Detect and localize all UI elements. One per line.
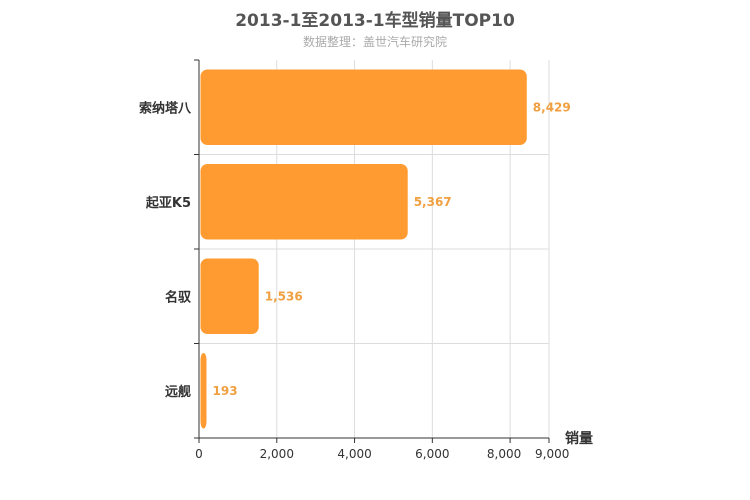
category-label: 起亚K5 (145, 195, 191, 211)
data-label: 193 (213, 384, 238, 398)
data-label: 1,536 (265, 289, 303, 303)
data-label: 8,429 (533, 100, 571, 114)
x-tick-label: 2,000 (260, 447, 294, 461)
bar (200, 163, 408, 240)
category-label: 索纳塔八 (139, 100, 192, 116)
x-axis-title: 销量 (565, 430, 593, 447)
category-label: 远舰 (165, 384, 191, 400)
labels: 8,429 索纳塔八 5,367 起亚K5 1,536 名驭 193 远舰 0 2,000 4,00… (139, 100, 593, 461)
category-label: 名驭 (165, 289, 192, 305)
x-tick-label: 8,000 (487, 447, 521, 461)
bar (200, 69, 527, 146)
x-tick-label: 9,000 (535, 447, 569, 461)
data-label: 5,367 (414, 195, 452, 209)
chart-title: 2013-1至2013-1车型销量TOP10 (235, 11, 515, 31)
x-tick-label: 6,000 (415, 447, 449, 461)
x-tick-label: 4,000 (337, 447, 371, 461)
x-tick-label: 0 (195, 447, 203, 461)
bars (200, 69, 527, 429)
bar (200, 352, 207, 429)
bar (200, 258, 259, 335)
chart-subtitle: 数据整理：盖世汽车研究院 (302, 35, 447, 49)
axes (194, 59, 550, 443)
